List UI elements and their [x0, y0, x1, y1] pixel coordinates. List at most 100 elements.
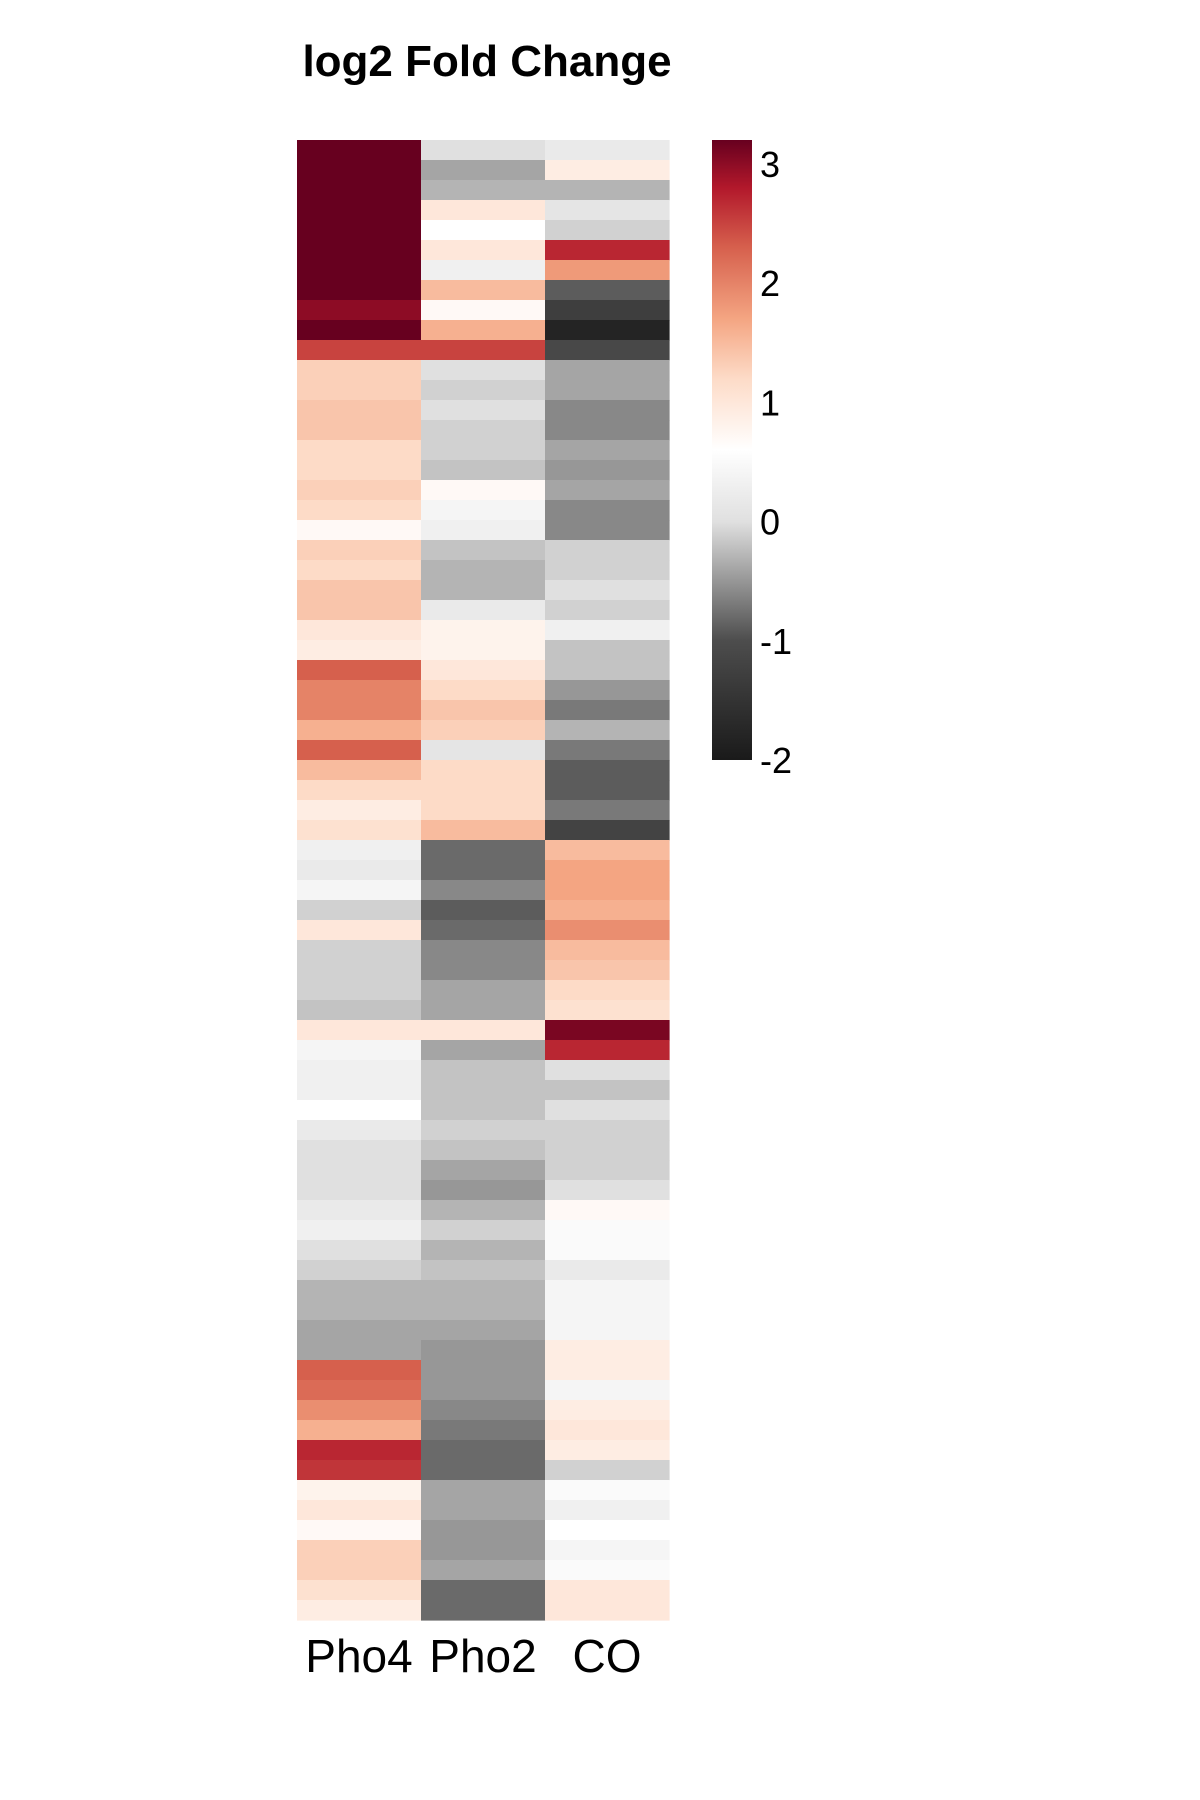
heatmap-cell-pho2-r31	[421, 760, 546, 781]
heatmap-cell-co-r68	[545, 1500, 670, 1521]
heatmap-cell-pho4-r32	[297, 780, 422, 801]
heatmap-cell-pho2-r67	[421, 1480, 546, 1501]
heatmap-cell-pho2-r11	[421, 360, 546, 381]
heatmap-cell-pho2-r63	[421, 1400, 546, 1421]
heatmap-cell-pho4-r53	[297, 1200, 422, 1221]
heatmap-cell-pho4-r45	[297, 1040, 422, 1061]
x-tick-label-pho4: Pho4	[305, 1630, 412, 1682]
heatmap-cell-co-r53	[545, 1200, 670, 1221]
heatmap-cell-pho4-r67	[297, 1480, 422, 1501]
heatmap-cell-co-r34	[545, 820, 670, 841]
heatmap-cell-pho4-r61	[297, 1360, 422, 1381]
heatmap-cell-pho2-r72	[421, 1580, 546, 1601]
heatmap-cell-co-r58	[545, 1300, 670, 1321]
heatmap-cell-pho2-r39	[421, 920, 546, 941]
heatmap-cell-pho2-r10	[421, 340, 546, 361]
heatmap-cells	[297, 140, 670, 1621]
heatmap-cell-pho4-r24	[297, 620, 422, 641]
heatmap-cell-co-r71	[545, 1560, 670, 1581]
heatmap-cell-pho4-r27	[297, 680, 422, 701]
heatmap-cell-pho2-r71	[421, 1560, 546, 1581]
heatmap-cell-pho4-r29	[297, 720, 422, 741]
heatmap-cell-pho4-r36	[297, 860, 422, 881]
x-tick-labels: Pho4 Pho2 CO	[305, 1630, 641, 1682]
heatmap-cell-co-r30	[545, 740, 670, 761]
heatmap-cell-pho2-r60	[421, 1340, 546, 1361]
heatmap-cell-pho2-r28	[421, 700, 546, 721]
heatmap-cell-pho2-r27	[421, 680, 546, 701]
heatmap-cell-pho2-r19	[421, 520, 546, 541]
heatmap-cell-pho2-r34	[421, 820, 546, 841]
heatmap-cell-pho4-r10	[297, 340, 422, 361]
heatmap-cell-pho2-r13	[421, 400, 546, 421]
heatmap-cell-pho2-r29	[421, 720, 546, 741]
heatmap-cell-pho2-r15	[421, 440, 546, 461]
heatmap-cell-co-r10	[545, 340, 670, 361]
heatmap-cell-pho4-r49	[297, 1120, 422, 1141]
heatmap-cell-co-r20	[545, 540, 670, 561]
heatmap-cell-co-r52	[545, 1180, 670, 1201]
heatmap-cell-pho2-r51	[421, 1160, 546, 1181]
heatmap-cell-pho4-r21	[297, 560, 422, 581]
heatmap-cell-co-r27	[545, 680, 670, 701]
heatmap-cell-co-r22	[545, 580, 670, 601]
heatmap-cell-pho4-r19	[297, 520, 422, 541]
heatmap-cell-pho2-r70	[421, 1540, 546, 1561]
heatmap-cell-co-r3	[545, 200, 670, 221]
heatmap-cell-pho4-r70	[297, 1540, 422, 1561]
colorbar-tick-label: -1	[760, 621, 792, 662]
heatmap-cell-pho2-r38	[421, 900, 546, 921]
heatmap-cell-pho4-r28	[297, 700, 422, 721]
heatmap-cell-pho4-r31	[297, 760, 422, 781]
heatmap-cell-pho2-r5	[421, 240, 546, 261]
heatmap-cell-pho4-r16	[297, 460, 422, 481]
heatmap-cell-co-r37	[545, 880, 670, 901]
heatmap-cell-co-r41	[545, 960, 670, 981]
heatmap-cell-co-r55	[545, 1240, 670, 1261]
heatmap-cell-pho4-r56	[297, 1260, 422, 1281]
heatmap-cell-pho2-r36	[421, 860, 546, 881]
heatmap-cell-co-r7	[545, 280, 670, 301]
heatmap-cell-pho4-r42	[297, 980, 422, 1001]
heatmap-cell-co-r25	[545, 640, 670, 661]
heatmap-cell-pho2-r66	[421, 1460, 546, 1481]
heatmap-cell-pho2-r54	[421, 1220, 546, 1241]
heatmap-cell-pho2-r17	[421, 480, 546, 501]
heatmap-cell-pho2-r46	[421, 1060, 546, 1081]
heatmap-cell-co-r15	[545, 440, 670, 461]
heatmap-cell-pho4-r30	[297, 740, 422, 761]
heatmap-cell-co-r11	[545, 360, 670, 381]
colorbar	[712, 140, 752, 760]
heatmap-cell-co-r63	[545, 1400, 670, 1421]
heatmap-cell-pho2-r21	[421, 560, 546, 581]
heatmap-cell-pho2-r61	[421, 1360, 546, 1381]
colorbar-tick-label: -2	[760, 740, 792, 781]
heatmap-cell-co-r43	[545, 1000, 670, 1021]
heatmap-cell-pho2-r37	[421, 880, 546, 901]
heatmap-cell-co-r31	[545, 760, 670, 781]
colorbar-tick-labels: 3 2 1 0 -1 -2	[760, 144, 792, 781]
heatmap-cell-pho2-r20	[421, 540, 546, 561]
heatmap-cell-co-r5	[545, 240, 670, 261]
heatmap-cell-pho4-r66	[297, 1460, 422, 1481]
heatmap-cell-pho4-r26	[297, 660, 422, 681]
heatmap-cell-co-r18	[545, 500, 670, 521]
heatmap-cell-pho4-r69	[297, 1520, 422, 1541]
heatmap-cell-pho2-r41	[421, 960, 546, 981]
heatmap-cell-co-r14	[545, 420, 670, 441]
heatmap-cell-co-r1	[545, 160, 670, 181]
heatmap-cell-co-r39	[545, 920, 670, 941]
heatmap-cell-pho4-r54	[297, 1220, 422, 1241]
heatmap-cell-pho4-r25	[297, 640, 422, 661]
heatmap-cell-pho2-r7	[421, 280, 546, 301]
heatmap-cell-pho4-r63	[297, 1400, 422, 1421]
heatmap-cell-co-r35	[545, 840, 670, 861]
heatmap-cell-co-r59	[545, 1320, 670, 1341]
heatmap-cell-co-r60	[545, 1340, 670, 1361]
heatmap-cell-pho4-r59	[297, 1320, 422, 1341]
heatmap-cell-pho4-r3	[297, 200, 422, 221]
heatmap-cell-pho2-r58	[421, 1300, 546, 1321]
heatmap-cell-pho2-r56	[421, 1260, 546, 1281]
heatmap-cell-pho2-r55	[421, 1240, 546, 1261]
